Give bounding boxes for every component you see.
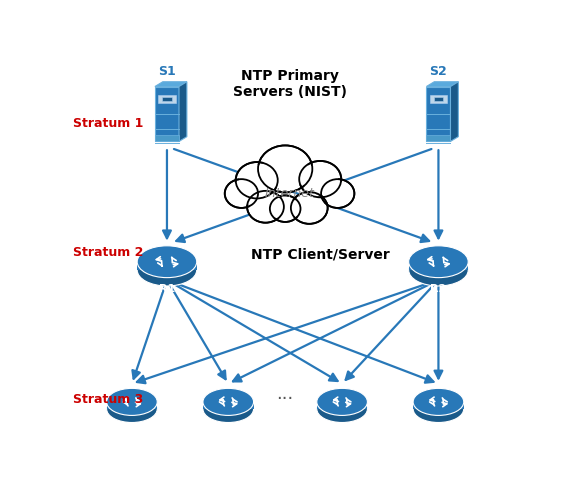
Circle shape (272, 197, 298, 220)
Circle shape (258, 146, 312, 192)
Ellipse shape (408, 246, 468, 277)
Circle shape (227, 181, 255, 206)
Polygon shape (155, 87, 179, 141)
Text: NTP Client/Server: NTP Client/Server (251, 247, 390, 261)
Circle shape (247, 191, 284, 223)
Text: ...: ... (276, 385, 294, 403)
Text: Stratum 3: Stratum 3 (73, 394, 143, 406)
Circle shape (262, 149, 308, 189)
Polygon shape (450, 82, 458, 141)
Circle shape (239, 165, 275, 196)
FancyBboxPatch shape (158, 94, 176, 103)
Ellipse shape (107, 388, 157, 415)
Circle shape (270, 195, 301, 222)
Text: R199: R199 (424, 422, 453, 431)
Text: Internet: Internet (264, 187, 315, 200)
Polygon shape (137, 262, 197, 270)
Circle shape (302, 164, 338, 195)
Polygon shape (317, 402, 367, 409)
Polygon shape (107, 402, 157, 409)
Ellipse shape (137, 246, 197, 277)
Polygon shape (413, 402, 464, 409)
Ellipse shape (317, 388, 367, 415)
Polygon shape (203, 402, 254, 409)
Circle shape (294, 194, 325, 221)
Circle shape (250, 193, 281, 220)
Ellipse shape (107, 396, 157, 423)
Ellipse shape (408, 254, 468, 286)
Text: S1: S1 (158, 65, 176, 78)
Polygon shape (427, 82, 458, 87)
Text: NTP Primary
Servers (NIST): NTP Primary Servers (NIST) (233, 68, 346, 99)
Text: R102: R102 (214, 422, 242, 431)
Text: S2: S2 (429, 65, 447, 78)
Ellipse shape (317, 396, 367, 423)
Polygon shape (427, 135, 450, 141)
Ellipse shape (203, 396, 254, 423)
Text: Stratum 2: Stratum 2 (73, 246, 143, 259)
Text: R198: R198 (328, 422, 356, 431)
Ellipse shape (137, 254, 197, 286)
Text: Stratum 1: Stratum 1 (73, 117, 143, 130)
Polygon shape (427, 87, 450, 141)
FancyBboxPatch shape (162, 97, 172, 101)
Ellipse shape (413, 396, 464, 423)
Circle shape (236, 162, 278, 198)
Ellipse shape (203, 388, 254, 415)
Polygon shape (155, 82, 187, 87)
Circle shape (299, 161, 341, 197)
Polygon shape (155, 135, 179, 141)
Circle shape (324, 181, 352, 206)
Text: R2: R2 (431, 284, 446, 294)
Polygon shape (179, 82, 187, 141)
Ellipse shape (413, 388, 464, 415)
FancyBboxPatch shape (434, 97, 443, 101)
Circle shape (291, 192, 328, 224)
Text: R1: R1 (159, 284, 175, 294)
Text: R101: R101 (118, 422, 146, 431)
FancyBboxPatch shape (430, 94, 447, 103)
Polygon shape (408, 262, 468, 270)
Circle shape (321, 179, 354, 208)
Circle shape (225, 179, 258, 208)
